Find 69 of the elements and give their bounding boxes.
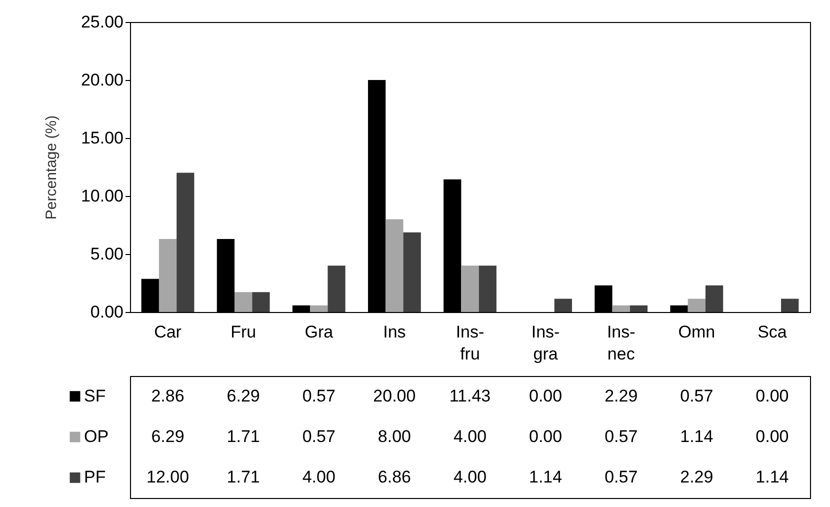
legend-label: PF bbox=[84, 468, 106, 487]
x-tick-label: Sca bbox=[758, 322, 788, 342]
data-label: 2.29 bbox=[604, 386, 638, 406]
y-tick-label: 15.00 bbox=[80, 128, 124, 148]
bar bbox=[176, 172, 194, 312]
bar bbox=[444, 179, 462, 312]
data-label: 4.00 bbox=[453, 427, 487, 446]
data-label: 0.00 bbox=[529, 427, 562, 446]
data-label: 0.57 bbox=[302, 386, 336, 406]
data-label: 4.00 bbox=[453, 468, 487, 487]
bar bbox=[461, 266, 479, 312]
legend-label: SF bbox=[84, 386, 106, 406]
bar bbox=[216, 239, 235, 312]
data-label: 0.00 bbox=[529, 386, 562, 406]
y-tick-label: 25.00 bbox=[80, 12, 124, 32]
data-label: 6.29 bbox=[226, 386, 260, 406]
x-tick-label: Ins-fru bbox=[456, 322, 484, 364]
x-tick-label: Ins-gra bbox=[531, 322, 560, 364]
data-label: 0.57 bbox=[604, 468, 638, 487]
bar bbox=[705, 285, 724, 312]
data-label: 2.29 bbox=[680, 468, 714, 487]
bar bbox=[594, 285, 612, 312]
data-label: 0.00 bbox=[756, 386, 789, 406]
y-tick-label: 10.00 bbox=[80, 186, 124, 206]
x-tick-label: Ins bbox=[383, 322, 406, 342]
data-label: 0.57 bbox=[302, 427, 336, 446]
bar bbox=[478, 266, 496, 312]
data-label: 1.14 bbox=[529, 468, 562, 487]
y-tick-label: 5.00 bbox=[90, 244, 124, 264]
bar bbox=[612, 305, 630, 312]
bar bbox=[554, 298, 572, 312]
bar bbox=[386, 219, 404, 312]
data-label: 1.14 bbox=[756, 468, 789, 487]
y-tick-label: 20.00 bbox=[80, 70, 124, 90]
bar bbox=[368, 80, 386, 312]
bar bbox=[328, 266, 346, 312]
x-tick-label: Fru bbox=[230, 322, 256, 342]
bar bbox=[688, 298, 706, 312]
data-label: 0.57 bbox=[604, 427, 638, 446]
bar bbox=[630, 305, 648, 312]
data-label: 2.86 bbox=[151, 386, 184, 406]
data-label: 6.29 bbox=[151, 427, 184, 446]
data-label: 6.86 bbox=[378, 468, 411, 487]
x-tick-label: Gra bbox=[304, 322, 334, 342]
bar bbox=[670, 305, 688, 312]
bar bbox=[310, 305, 328, 312]
bar bbox=[234, 292, 252, 312]
bar bbox=[141, 278, 159, 312]
data-label: 12.00 bbox=[146, 468, 190, 487]
data-label: 1.71 bbox=[226, 427, 260, 446]
x-tick-label: Omn bbox=[678, 322, 716, 342]
x-tick-label: Ins-nec bbox=[606, 322, 636, 364]
data-label: 0.57 bbox=[680, 386, 714, 406]
x-tick-label: Car bbox=[154, 322, 182, 342]
legend-label: OP bbox=[84, 427, 109, 446]
bar bbox=[403, 232, 421, 312]
data-label: 1.14 bbox=[680, 427, 714, 446]
y-axis-title: Percentage (%) bbox=[42, 115, 60, 220]
bar bbox=[781, 298, 799, 312]
data-label: 1.71 bbox=[226, 468, 260, 487]
bar bbox=[292, 305, 310, 312]
y-tick-label: 0.00 bbox=[90, 302, 124, 322]
data-label: 4.00 bbox=[302, 468, 336, 487]
data-label: 8.00 bbox=[378, 427, 411, 446]
data-label: 11.43 bbox=[449, 386, 491, 406]
data-label: 0.00 bbox=[756, 427, 789, 446]
bar bbox=[158, 239, 177, 312]
data-label: 20.00 bbox=[373, 386, 416, 406]
bar bbox=[252, 292, 270, 312]
